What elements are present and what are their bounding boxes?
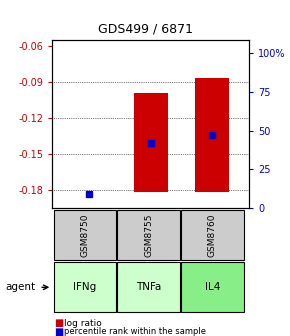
Text: IL4: IL4 xyxy=(205,282,220,292)
Text: log ratio: log ratio xyxy=(64,319,102,328)
Text: percentile rank within the sample: percentile rank within the sample xyxy=(64,327,206,336)
Text: GDS499 / 6871: GDS499 / 6871 xyxy=(97,22,193,35)
Text: ■: ■ xyxy=(54,318,63,328)
Text: GSM8760: GSM8760 xyxy=(208,213,217,257)
Text: TNFa: TNFa xyxy=(136,282,161,292)
Text: agent: agent xyxy=(6,282,36,292)
Text: GSM8755: GSM8755 xyxy=(144,213,153,257)
Text: GSM8750: GSM8750 xyxy=(80,213,89,257)
Bar xyxy=(195,78,229,192)
Text: IFNg: IFNg xyxy=(73,282,97,292)
Text: ■: ■ xyxy=(54,327,63,336)
Bar xyxy=(134,93,168,192)
